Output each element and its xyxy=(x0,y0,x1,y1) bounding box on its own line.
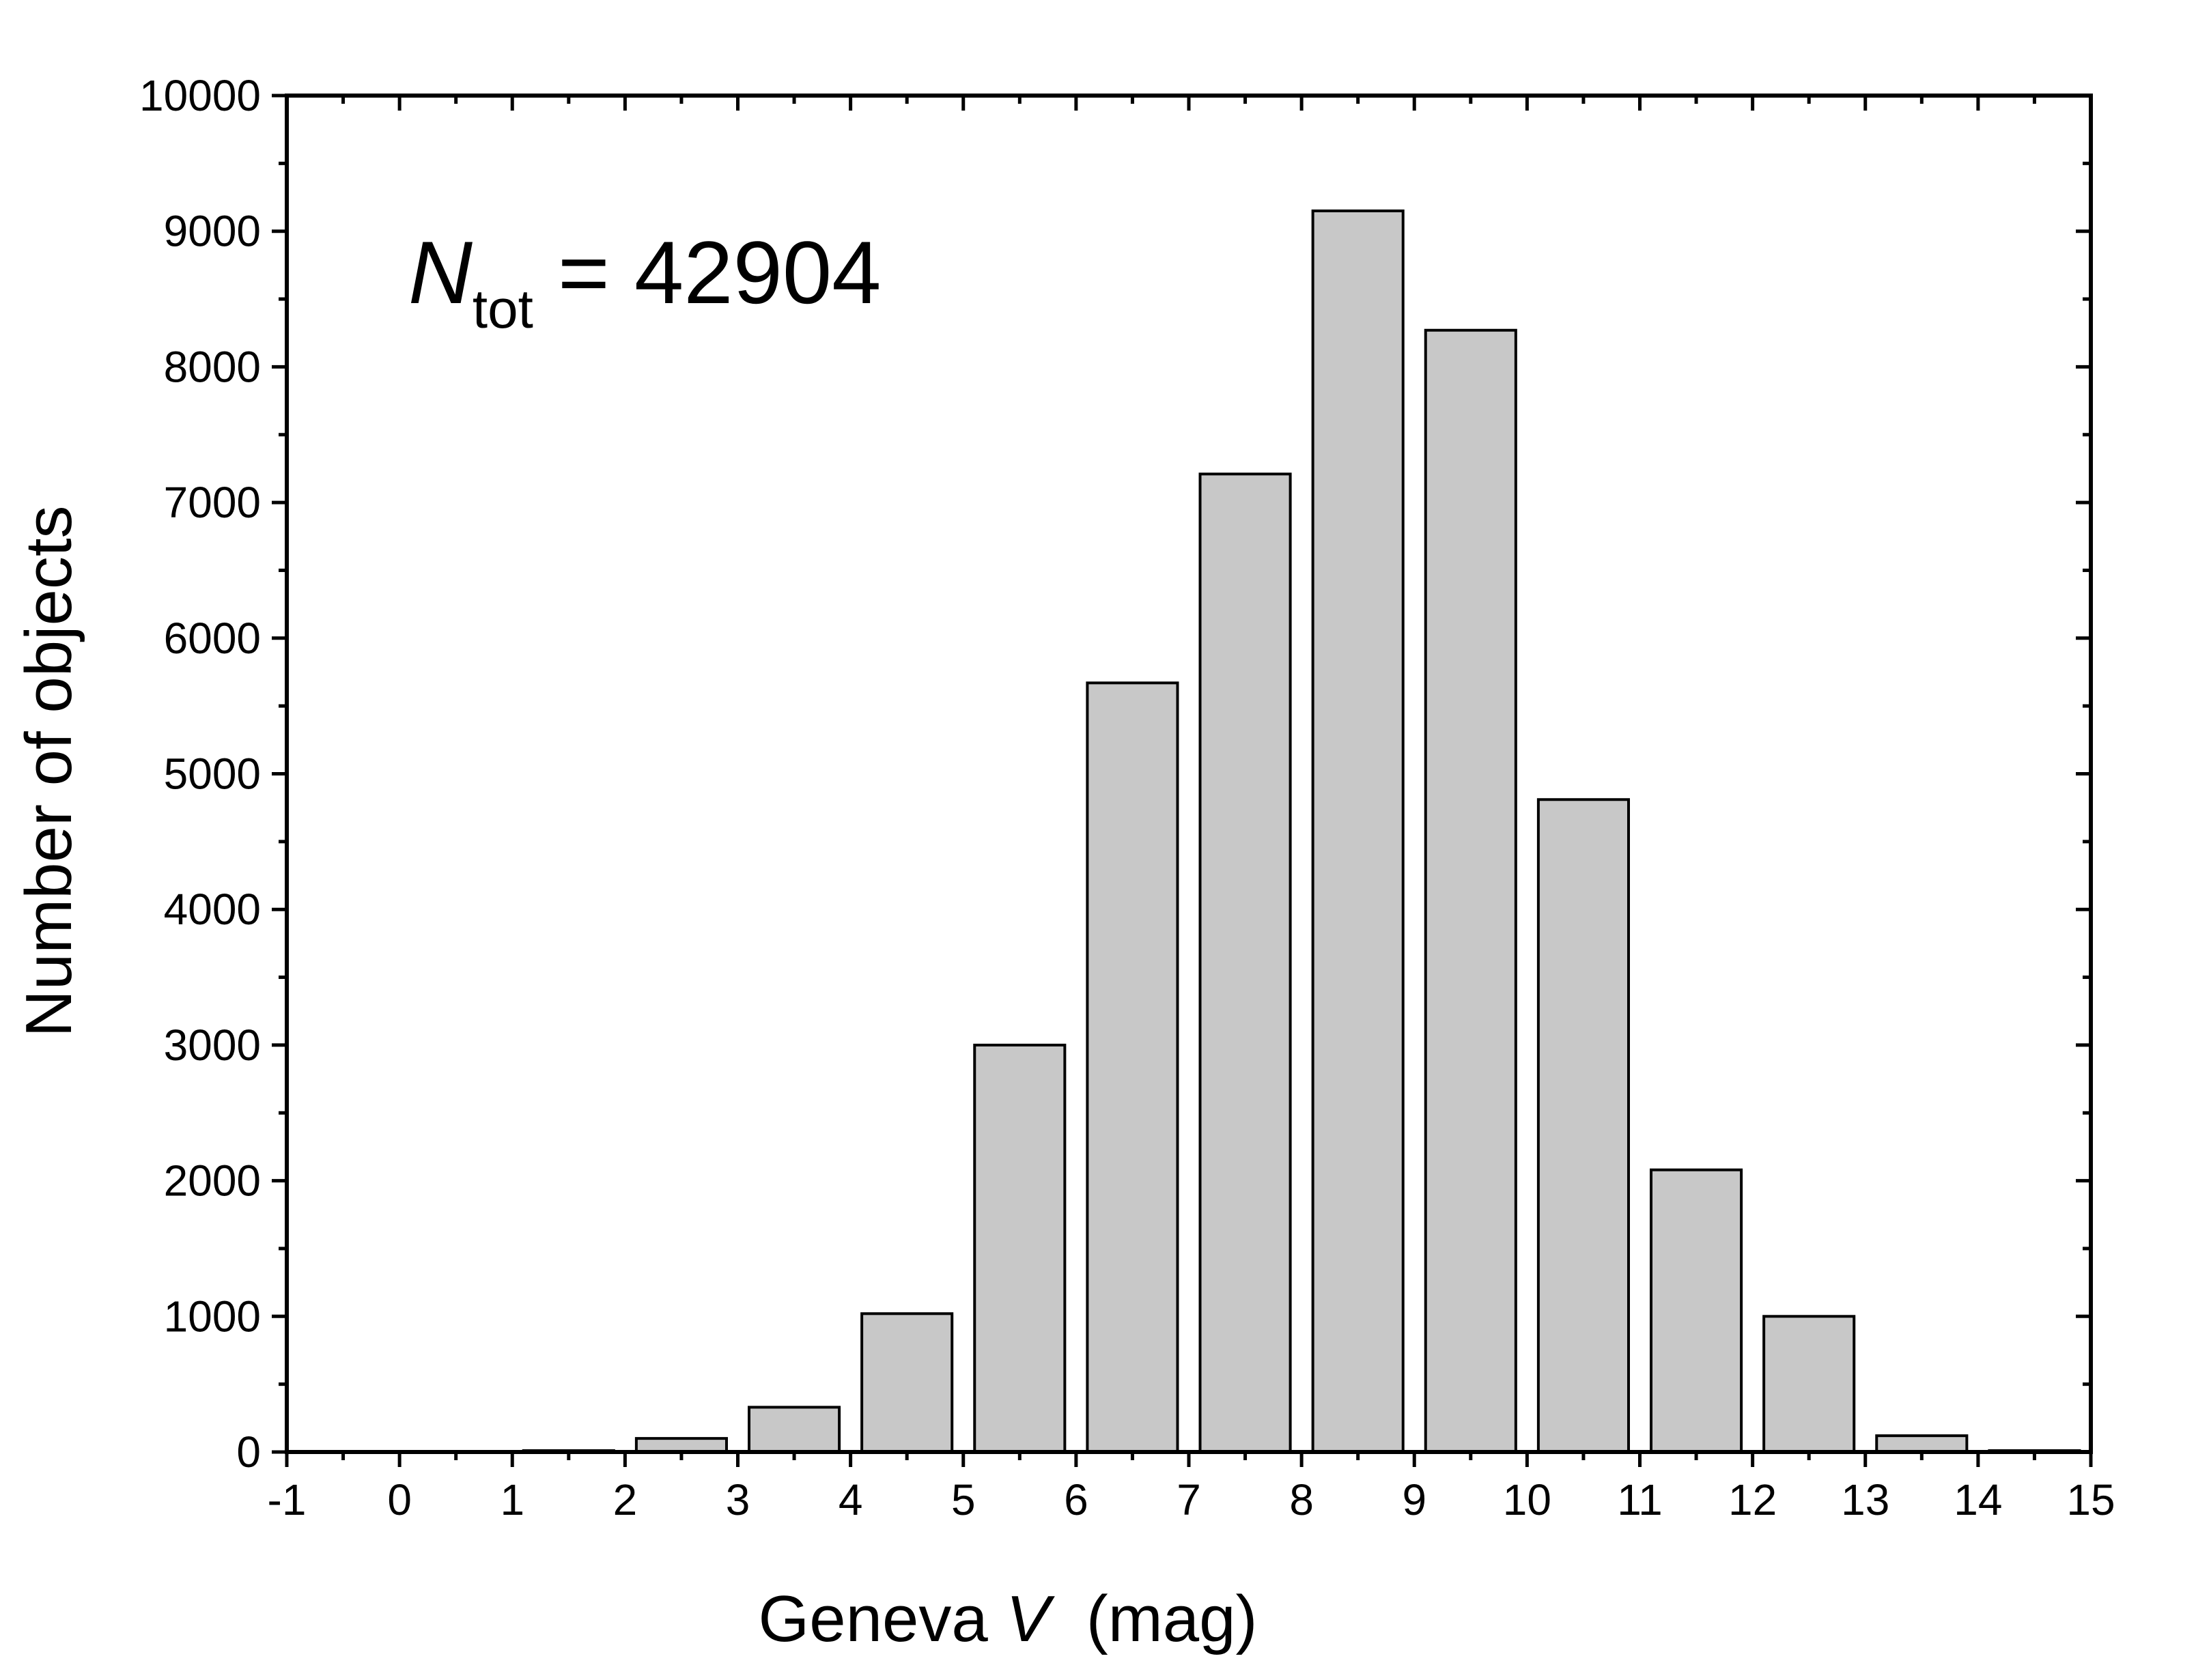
histogram-bar xyxy=(1762,1315,1856,1454)
histogram-bar xyxy=(1650,1168,1743,1453)
tick-labels-group: -1 0 1 2 3 4 5 6 7 8 9 10 11 12 13 14 150100020003000400… xyxy=(139,71,2115,1524)
annotation-value: = 42904 xyxy=(533,223,882,322)
y-tick-label: 5000 xyxy=(164,750,261,799)
x-tick-label: 14 xyxy=(1954,1475,2002,1524)
total-count-annotation: Ntot = 42904 xyxy=(408,223,882,339)
plot-frame xyxy=(285,94,2093,1454)
x-tick-label: 4 xyxy=(839,1475,863,1524)
y-tick-label: 1000 xyxy=(164,1292,261,1341)
x-tick-label: -1 xyxy=(268,1475,307,1524)
y-axis-title: Number of objects xyxy=(12,505,85,1037)
annotation-subscript: tot xyxy=(473,279,533,339)
annotation-symbol: N xyxy=(408,223,473,322)
y-tick-label: 0 xyxy=(236,1427,261,1477)
histogram-bar xyxy=(1311,209,1405,1453)
x-tick-label: 9 xyxy=(1402,1475,1426,1524)
x-tick-label: 10 xyxy=(1503,1475,1551,1524)
x-tick-label: 2 xyxy=(613,1475,638,1524)
histogram-bar xyxy=(1198,472,1292,1453)
y-tick-label: 7000 xyxy=(164,478,261,527)
y-tick-label: 8000 xyxy=(164,342,261,391)
x-tick-label: 5 xyxy=(951,1475,976,1524)
y-tick-label: 4000 xyxy=(164,885,261,934)
x-tick-label: 11 xyxy=(1617,1475,1662,1524)
x-axis-title: Geneva V (mag) xyxy=(759,1582,1258,1655)
x-tick-label: 13 xyxy=(1841,1475,1889,1524)
bars-group xyxy=(522,209,2081,1454)
histogram-bar xyxy=(748,1406,841,1453)
y-tick-label: 9000 xyxy=(164,207,261,256)
x-tick-label: 1 xyxy=(500,1475,524,1524)
x-tick-label: 15 xyxy=(2066,1475,2115,1524)
x-tick-label: 3 xyxy=(726,1475,750,1524)
histogram-bar xyxy=(860,1312,954,1454)
histogram-bar xyxy=(1086,681,1179,1453)
histogram-bar xyxy=(1875,1434,1969,1454)
x-tick-label: 6 xyxy=(1064,1475,1088,1524)
x-axis-title-prefix: Geneva xyxy=(759,1582,1006,1655)
y-tick-label: 6000 xyxy=(164,614,261,663)
x-tick-label: 0 xyxy=(387,1475,412,1524)
x-axis-title-italic: V xyxy=(1006,1582,1055,1655)
histogram-bar xyxy=(973,1043,1067,1453)
x-tick-label: 7 xyxy=(1177,1475,1201,1524)
x-tick-label: 12 xyxy=(1728,1475,1777,1524)
y-tick-label: 2000 xyxy=(164,1156,261,1206)
y-tick-label: 10000 xyxy=(139,71,261,120)
histogram-bar xyxy=(1424,328,1517,1454)
histogram-bar xyxy=(1536,798,1630,1454)
x-tick-label: 8 xyxy=(1289,1475,1314,1524)
x-axis-title-suffix: (mag) xyxy=(1050,1582,1257,1655)
y-tick-label: 3000 xyxy=(164,1021,261,1070)
